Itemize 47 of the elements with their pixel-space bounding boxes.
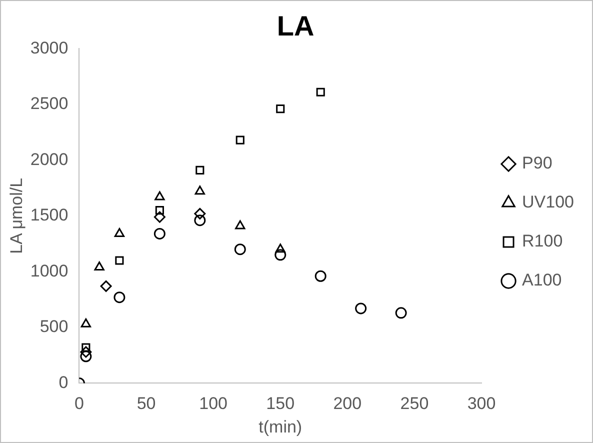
chart-title: LA <box>276 10 314 42</box>
legend-label: P90 <box>522 154 552 173</box>
y-tick-label: 500 <box>40 317 68 336</box>
point <box>194 208 206 220</box>
y-tick-label: 2500 <box>30 94 68 114</box>
point <box>114 292 126 304</box>
point <box>155 206 164 215</box>
point <box>276 104 285 114</box>
y-tick-label: 0 <box>58 372 68 392</box>
point <box>194 186 205 195</box>
legend-label: UV100 <box>522 192 574 212</box>
point <box>80 318 92 328</box>
point <box>114 228 125 237</box>
y-tick-label: 2000 <box>30 150 68 169</box>
x-tick-label: 250 <box>400 394 429 414</box>
point <box>275 244 286 253</box>
point <box>80 350 92 362</box>
y-axis-title: LA μmol/L <box>6 178 26 254</box>
point <box>194 214 206 226</box>
point <box>196 166 204 174</box>
x-tick-label: 150 <box>266 394 295 414</box>
point <box>154 191 165 200</box>
point <box>154 211 166 223</box>
legend-label: R100 <box>522 232 563 251</box>
point <box>80 346 92 358</box>
x-tick-label: 100 <box>199 394 228 414</box>
x-tick-label: 50 <box>136 394 156 414</box>
point <box>236 136 244 144</box>
point <box>235 220 246 230</box>
point <box>355 302 367 314</box>
x-tick-label: 200 <box>333 394 362 414</box>
point <box>316 88 325 96</box>
x-tick-label: 0 <box>74 394 84 414</box>
x-tick-label: 300 <box>467 394 496 414</box>
point <box>94 261 104 270</box>
y-tick-label: 3000 <box>30 38 68 58</box>
point <box>314 270 326 282</box>
y-tick-label: 1500 <box>30 206 68 225</box>
y-tick-label: 1000 <box>30 261 68 280</box>
x-axis-title: t(min) <box>258 417 302 436</box>
point <box>115 256 124 265</box>
point <box>395 307 407 319</box>
point <box>100 280 112 292</box>
point <box>274 249 286 261</box>
legend-label: A100 <box>522 270 562 290</box>
point <box>234 244 246 256</box>
point <box>154 228 166 240</box>
